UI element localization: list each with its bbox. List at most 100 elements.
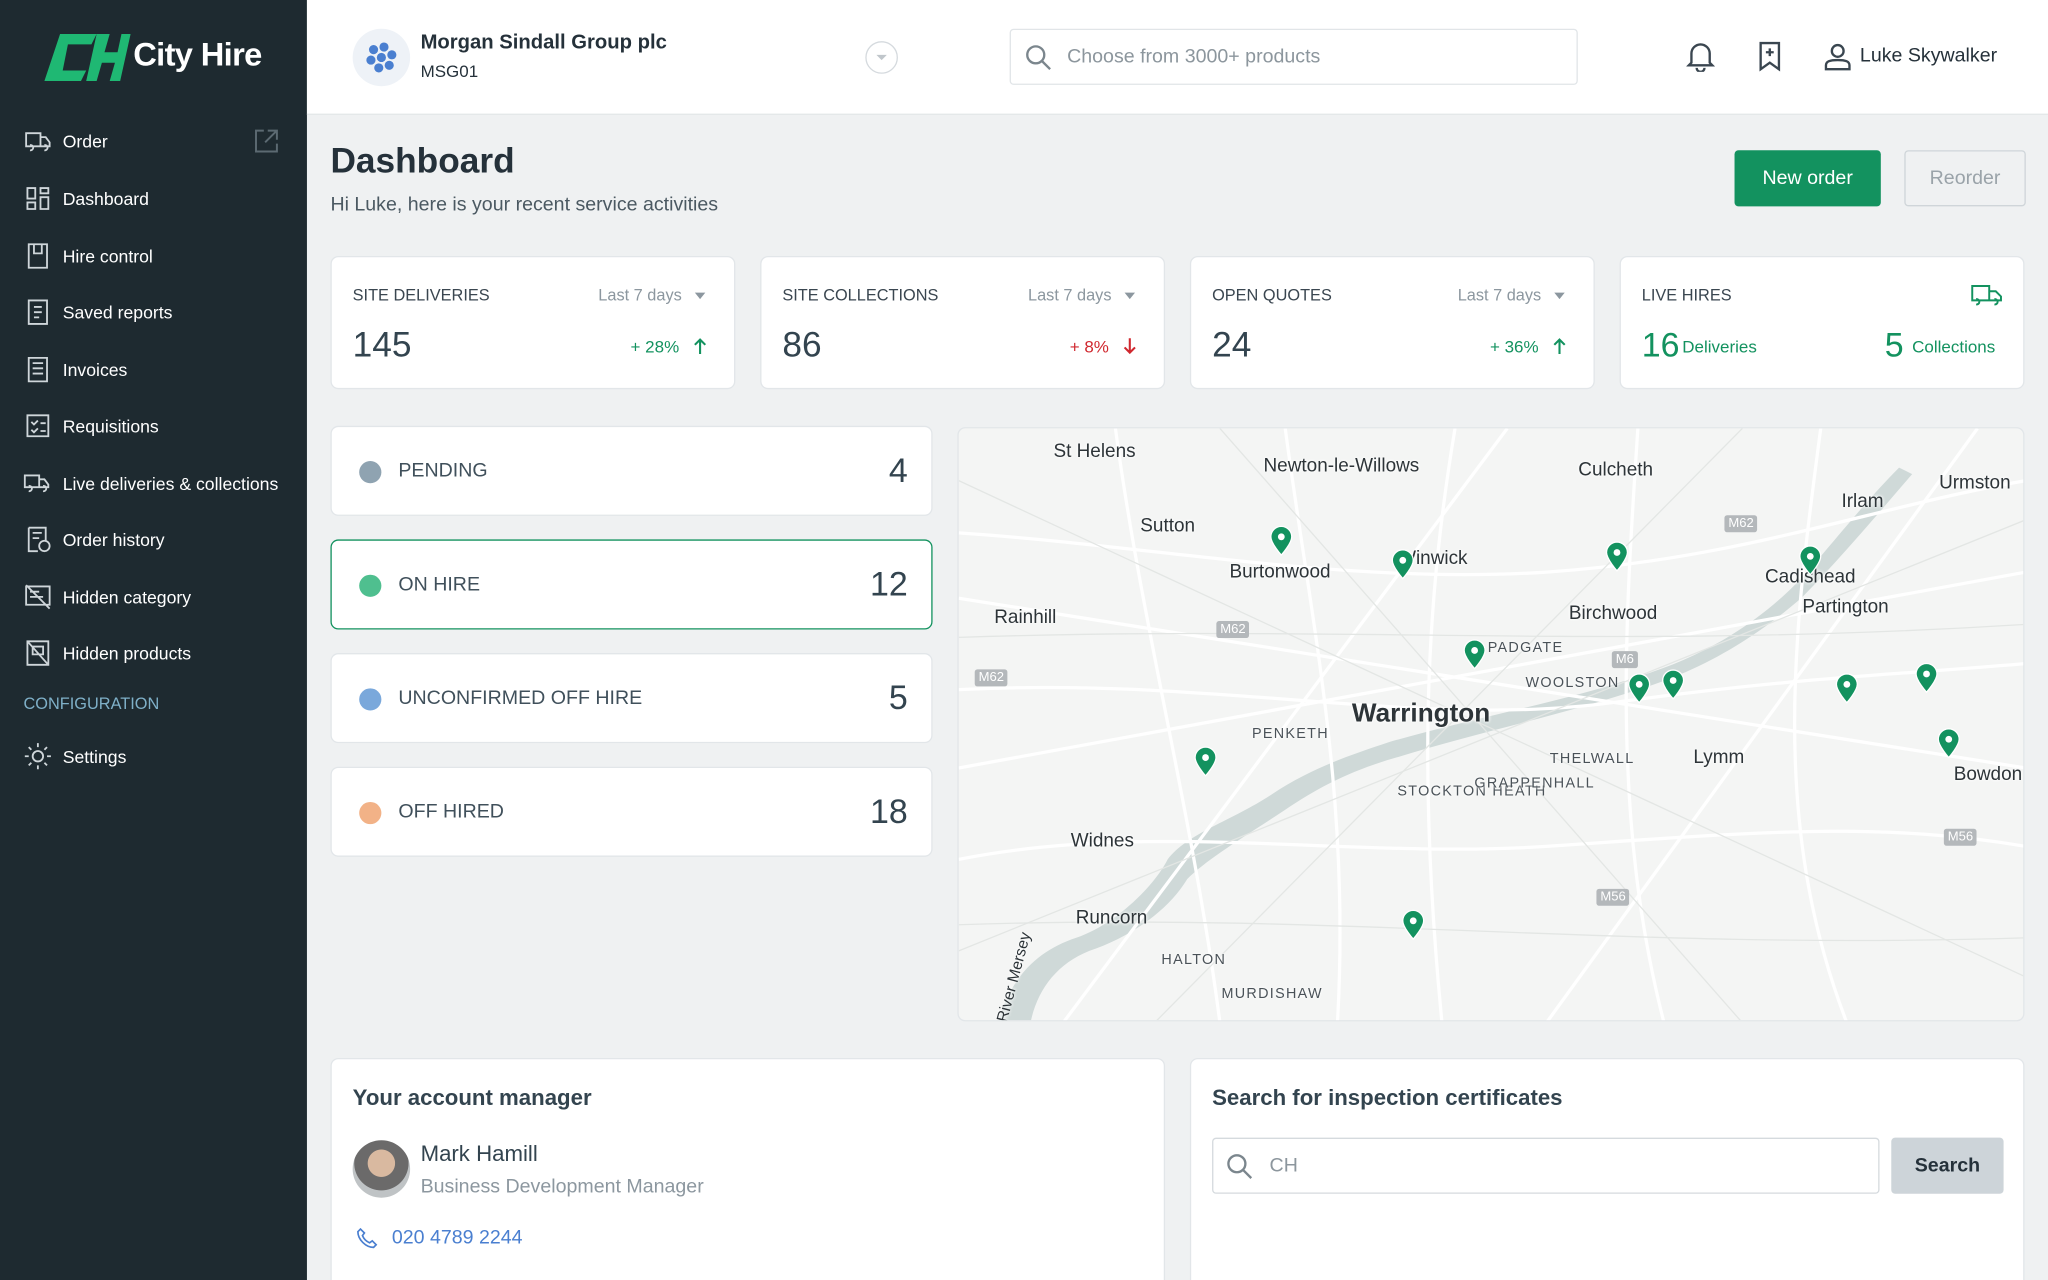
status-dot	[359, 574, 382, 597]
stat-card: SITE COLLECTIONS Last 7 days 86 + 8%	[760, 255, 1166, 390]
user-name[interactable]: Luke Skywalker	[1859, 44, 1998, 67]
map-base	[958, 428, 2024, 1021]
map-label: Sutton	[1140, 515, 1196, 537]
map-pin[interactable]	[1463, 639, 1487, 670]
map-label: Irlam	[1841, 491, 1884, 512]
status-count: 12	[869, 564, 908, 604]
nav-label: Live deliveries & collections	[62, 473, 279, 494]
open-external[interactable]	[253, 128, 279, 154]
map-pin[interactable]	[1401, 909, 1425, 941]
stat-card: SITE DELIVERIES Last 7 days 145 + 28%	[330, 255, 736, 390]
user-icon[interactable]	[1823, 42, 1852, 71]
map-pin[interactable]	[1799, 545, 1823, 576]
account-avatar	[352, 28, 411, 87]
page-subtitle: Hi Luke, here is your recent service act…	[330, 193, 719, 216]
nav-item[interactable]: Dashboard	[24, 183, 149, 214]
map-pin[interactable]	[1835, 673, 1859, 704]
map[interactable]: St Helens Newton-le-Willows Culcheth Urmsto…	[957, 427, 2025, 1022]
product-search[interactable]: Choose from 3000+ products	[1009, 28, 1578, 85]
map-pin[interactable]	[1661, 669, 1685, 700]
map-label: Lymm	[1693, 747, 1745, 768]
stat-period[interactable]: Last 7 days	[1027, 286, 1112, 305]
certificates-heading: Search for inspection certificates	[1212, 1085, 1563, 1111]
map-label: Warrington	[1351, 699, 1491, 729]
search-button[interactable]: Search	[1891, 1137, 2004, 1194]
status-card[interactable]: PENDING 4	[330, 425, 933, 516]
map-pin[interactable]	[1605, 541, 1629, 572]
map-pin[interactable]	[1194, 746, 1218, 777]
phone-icon	[357, 1227, 378, 1249]
nav-item[interactable]: Order	[24, 125, 108, 156]
map-pin[interactable]	[1915, 662, 1939, 694]
status-dot	[359, 801, 382, 825]
stat-change: + 36%	[1489, 336, 1539, 357]
manager-name: Mark Hamill	[420, 1141, 538, 1167]
nav-item[interactable]: Invoices	[24, 354, 128, 385]
nav-item[interactable]: Hidden products	[24, 637, 192, 668]
nav-label: Invoices	[62, 359, 128, 380]
trend-arrow	[692, 337, 708, 355]
map-label: M62	[974, 669, 1008, 687]
account-name: Morgan Sindall Group plc	[420, 31, 667, 54]
brand: City Hire	[133, 36, 262, 74]
reorder-button[interactable]: Reorder	[1904, 150, 2026, 207]
stat-change: + 28%	[630, 336, 680, 357]
map-label: MURDISHAW	[1221, 986, 1323, 1002]
stat-label: SITE COLLECTIONS	[782, 286, 939, 305]
new-order-button[interactable]: New order	[1734, 150, 1881, 207]
map-label: M6	[1611, 651, 1638, 669]
notifications[interactable]	[1686, 40, 1715, 72]
stat-period[interactable]: Last 7 days	[1457, 286, 1542, 305]
map-label: St Helens	[1053, 441, 1136, 463]
account-manager-heading: Your account manager	[352, 1085, 592, 1111]
map-pin[interactable]	[1937, 728, 1961, 759]
map-label: PENKETH	[1251, 726, 1329, 742]
status-card[interactable]: OFF HIRED 18	[330, 766, 933, 857]
bookmarks[interactable]	[1757, 40, 1783, 72]
nav-label: Order history	[62, 529, 165, 550]
page-title: Dashboard	[330, 141, 515, 181]
logo-mark	[44, 33, 131, 81]
map-pin[interactable]	[1627, 673, 1651, 704]
map-label: STOCKTON HEATH	[1397, 783, 1547, 800]
manager-phone[interactable]: 020 4789 2244	[391, 1226, 523, 1249]
map-label: PADGATE	[1487, 639, 1564, 656]
map-pin[interactable]	[1270, 525, 1294, 557]
stat-card: OPEN QUOTES Last 7 days 24 + 36%	[1189, 255, 1595, 390]
status-card[interactable]: ON HIRE 12	[330, 539, 933, 630]
map-label: Newton-le-Willows	[1263, 455, 1420, 477]
map-label: Partington	[1802, 596, 1889, 618]
map-label: THELWALL	[1549, 751, 1635, 767]
nav-label: Order	[62, 131, 108, 151]
status-dot	[359, 461, 382, 484]
certificate-placeholder: CH	[1269, 1154, 1298, 1177]
sidebar: City Hire Order Dashboard Hire control Save…	[0, 0, 307, 1280]
map-pin[interactable]	[1391, 549, 1415, 580]
nav-item[interactable]: Settings	[24, 741, 127, 772]
map-label: Cadishead	[1765, 566, 1856, 588]
map-label: M56	[1943, 828, 1978, 846]
nav-item[interactable]: Live deliveries & collections	[23, 468, 279, 499]
search-placeholder: Choose from 3000+ products	[1067, 45, 1321, 68]
nav-item[interactable]: Hire control	[24, 240, 153, 271]
config-heading: CONFIGURATION	[23, 694, 160, 714]
trend-arrow	[1122, 337, 1138, 355]
nav-label: Dashboard	[62, 188, 149, 209]
stat-value: 24	[1212, 325, 1252, 365]
live-collections: 5	[1884, 325, 1904, 365]
status-count: 18	[869, 791, 908, 831]
status-label: ON HIRE	[398, 573, 481, 596]
nav-item[interactable]: Saved reports	[24, 296, 173, 327]
status-count: 4	[888, 450, 908, 490]
status-card[interactable]: UNCONFIRMED OFF HIRE 5	[330, 653, 933, 744]
map-label: Culcheth	[1578, 459, 1654, 481]
nav-item[interactable]: Hidden category	[24, 581, 192, 612]
nav-item[interactable]: Requisitions	[24, 410, 159, 441]
certificate-input[interactable]: CH	[1212, 1137, 1880, 1194]
nav-item[interactable]: Order history	[24, 524, 165, 555]
status-dot	[359, 688, 382, 711]
stat-period[interactable]: Last 7 days	[598, 286, 682, 305]
account-switch[interactable]	[865, 40, 899, 74]
